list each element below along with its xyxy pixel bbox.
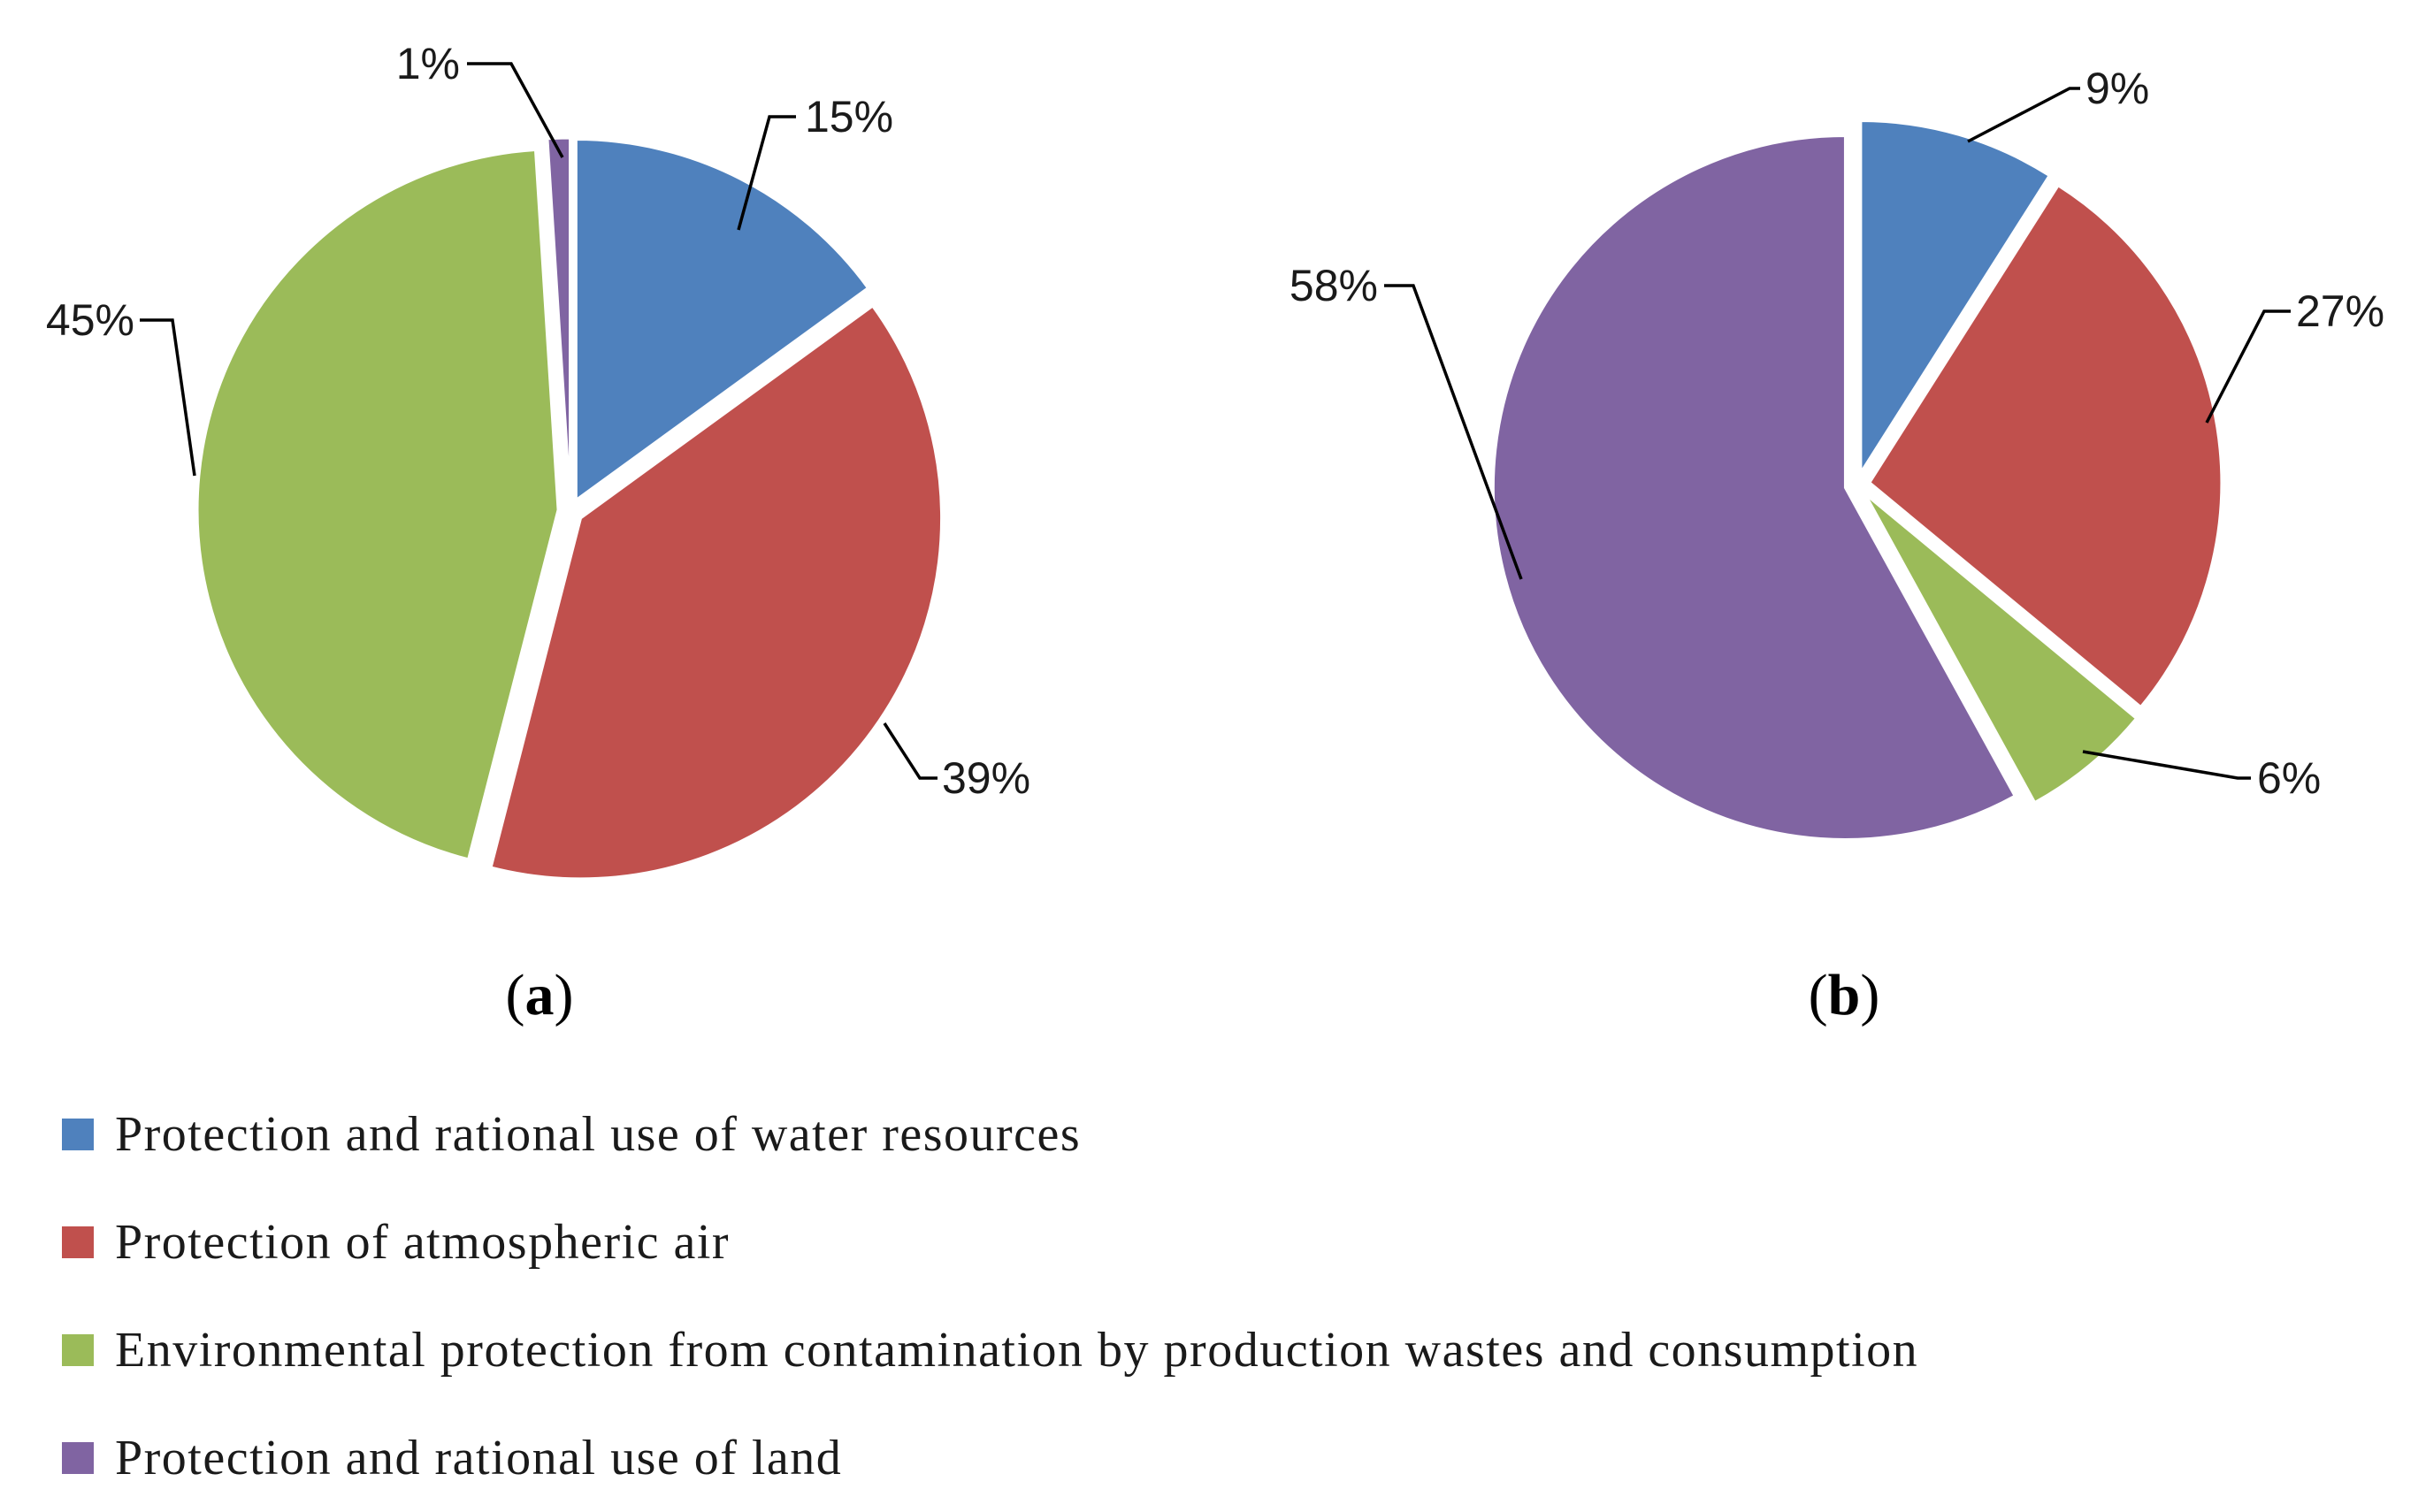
pie-b-slice-wastes (1864, 493, 2139, 805)
pie-b-label-air: 27% (2296, 286, 2384, 336)
pie-a-label-water: 15% (805, 92, 893, 141)
pie-a-slice-air (489, 303, 944, 881)
pie-a-leader-air (883, 722, 937, 780)
pie-a-label-air: 39% (942, 753, 1030, 803)
legend-label-water: Protection and rational use of water res… (115, 1107, 1082, 1162)
pie-b-leader-wastes (2082, 750, 2251, 780)
pie-a-leader-wastes (140, 318, 196, 477)
pie-chart-a: 15% 39% 45% 1% (46, 39, 1030, 881)
pie-a-label-land: 1% (396, 39, 460, 88)
legend-swatch-land (62, 1442, 94, 1474)
legend-item-air: Protection of atmospheric air (62, 1188, 1918, 1296)
legend-item-wastes: Environmental protection from contaminat… (62, 1296, 1918, 1404)
legend: Protection and rational use of water res… (62, 1081, 1918, 1512)
pie-b-leader-water (1967, 87, 2080, 143)
pie-a-slice-land (546, 136, 572, 500)
pie-a-leader-water (737, 115, 796, 231)
pie-a-slice-water (574, 138, 870, 503)
legend-item-water: Protection and rational use of water res… (62, 1081, 1918, 1188)
pie-b-label-land: 58% (1290, 261, 1378, 310)
pie-b-label-wastes: 6% (2257, 753, 2321, 803)
pie-b-leader-land (1384, 284, 1523, 580)
pie-b-slice-land (1491, 134, 2017, 841)
legend-swatch-wastes (62, 1334, 94, 1366)
legend-swatch-water (62, 1119, 94, 1150)
pie-a-label-wastes: 45% (46, 295, 134, 345)
pie-chart-b: 9% 27% 6% 58% (1290, 64, 2384, 841)
pie-b-leader-air (2205, 309, 2291, 424)
legend-label-air: Protection of atmospheric air (115, 1215, 731, 1270)
pie-b-slice-water (1859, 119, 2052, 477)
pie-a-leader-land (467, 62, 564, 158)
legend-item-land: Protection and rational use of land (62, 1404, 1918, 1512)
caption-a: (a) (506, 963, 574, 1027)
legend-label-land: Protection and rational use of land (115, 1431, 843, 1485)
pie-b-slice-air (1867, 183, 2223, 709)
caption-b: (b) (1809, 963, 1880, 1027)
legend-label-wastes: Environmental protection from contaminat… (115, 1323, 1919, 1378)
legend-swatch-air (62, 1226, 94, 1258)
pie-a-slice-wastes (195, 148, 560, 861)
pie-b-label-water: 9% (2085, 64, 2149, 113)
